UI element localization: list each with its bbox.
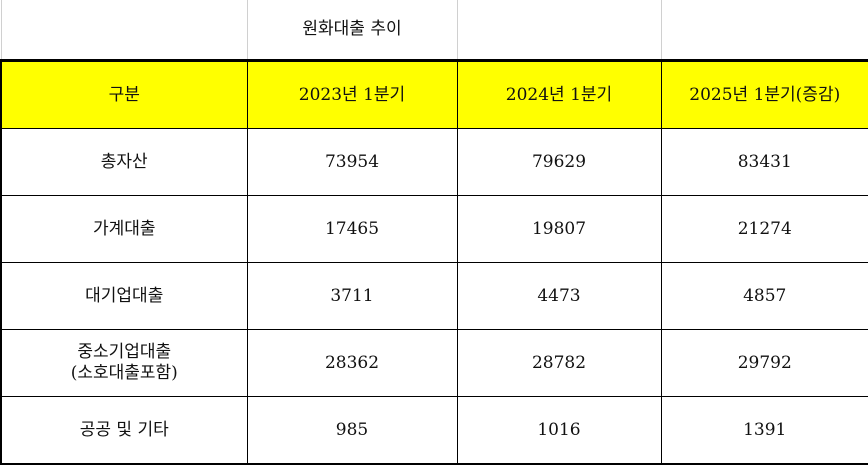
table-row: 총자산 73954 79629 83431 <box>0 128 868 196</box>
cell-value: 4857 <box>660 262 868 330</box>
row-label-line2: (소호대출포함) <box>70 363 178 383</box>
row-label: 대기업대출 <box>0 262 248 330</box>
cell-value: 28362 <box>246 329 458 397</box>
row-label: 가계대출 <box>0 195 248 263</box>
header-category: 구분 <box>0 60 248 129</box>
cell-value: 1391 <box>660 396 868 465</box>
cell-value: 79629 <box>456 128 662 196</box>
table-row: 대기업대출 3711 4473 4857 <box>0 262 868 330</box>
cell-value: 28782 <box>456 329 662 397</box>
cell-value: 21274 <box>660 195 868 263</box>
row-label-line1: 중소기업대출 <box>77 342 172 362</box>
header-2025q1: 2025년 1분기(증감) <box>660 60 868 129</box>
table-row: 중소기업대출 (소호대출포함) 28362 28782 29792 <box>0 329 868 397</box>
row-label: 총자산 <box>0 128 248 196</box>
cell-value: 19807 <box>456 195 662 263</box>
row-label: 중소기업대출 (소호대출포함) <box>0 329 248 397</box>
table-row: 공공 및 기타 985 1016 1391 <box>0 396 868 465</box>
cell-value: 1016 <box>456 396 662 465</box>
cell-value: 3711 <box>246 262 458 330</box>
cell-value: 985 <box>246 396 458 465</box>
empty-cell <box>0 0 248 62</box>
table-row: 가계대출 17465 19807 21274 <box>0 195 868 263</box>
header-2024q1: 2024년 1분기 <box>456 60 662 129</box>
row-label: 공공 및 기타 <box>0 396 248 465</box>
title-row: 원화대출 추이 <box>0 0 868 62</box>
header-2023q1: 2023년 1분기 <box>246 60 458 129</box>
cell-value: 83431 <box>660 128 868 196</box>
table-title: 원화대출 추이 <box>247 0 458 62</box>
cell-value: 73954 <box>246 128 458 196</box>
cell-value: 17465 <box>246 195 458 263</box>
empty-cell <box>457 0 662 62</box>
empty-cell <box>661 0 868 62</box>
cell-value: 4473 <box>456 262 662 330</box>
cell-value: 29792 <box>660 329 868 397</box>
header-row: 구분 2023년 1분기 2024년 1분기 2025년 1분기(증감) <box>0 60 868 129</box>
